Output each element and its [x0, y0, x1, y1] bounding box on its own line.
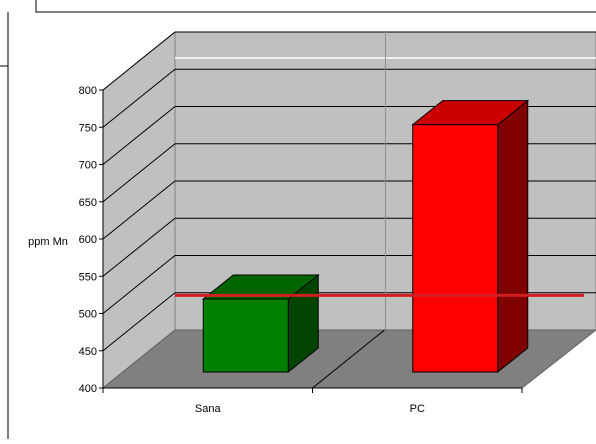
- side-gridline: [102, 217, 176, 277]
- bar-side: [497, 99, 529, 374]
- chart-border-top: [35, 0, 596, 13]
- y-tick-label: 750: [79, 122, 97, 134]
- y-tick-label: 450: [79, 346, 97, 358]
- x-tick-label: Sana: [195, 403, 222, 415]
- side-gridline: [102, 106, 176, 165]
- side-gridline: [102, 31, 176, 91]
- y-tick-label: 650: [79, 197, 97, 209]
- floor-category-divider: [312, 329, 385, 389]
- side-gridline: [102, 68, 176, 128]
- bar-pc: [411, 99, 530, 374]
- side-gridline: [102, 255, 176, 314]
- y-tick-label: 500: [79, 309, 97, 321]
- y-tick-label: 600: [79, 234, 97, 246]
- y-tick-label: 800: [79, 85, 97, 97]
- bar-front: [412, 124, 499, 373]
- y-axis-title: ppm Mn: [28, 236, 68, 248]
- y-tick-label: 700: [79, 160, 97, 172]
- y-tick-label: 400: [79, 383, 97, 395]
- side-gridline: [102, 292, 176, 352]
- x-tick-label: PC: [410, 403, 425, 415]
- bar-front: [202, 298, 289, 373]
- bar-sana: [201, 273, 320, 374]
- gridlines: [102, 31, 596, 389]
- side-gridline: [102, 143, 176, 203]
- y-tick-label: 550: [79, 271, 97, 283]
- bars: [201, 99, 530, 374]
- side-gridline: [102, 180, 176, 240]
- axes: Sana PC 400 450 500 550 600 650 700 750 800: [79, 85, 523, 415]
